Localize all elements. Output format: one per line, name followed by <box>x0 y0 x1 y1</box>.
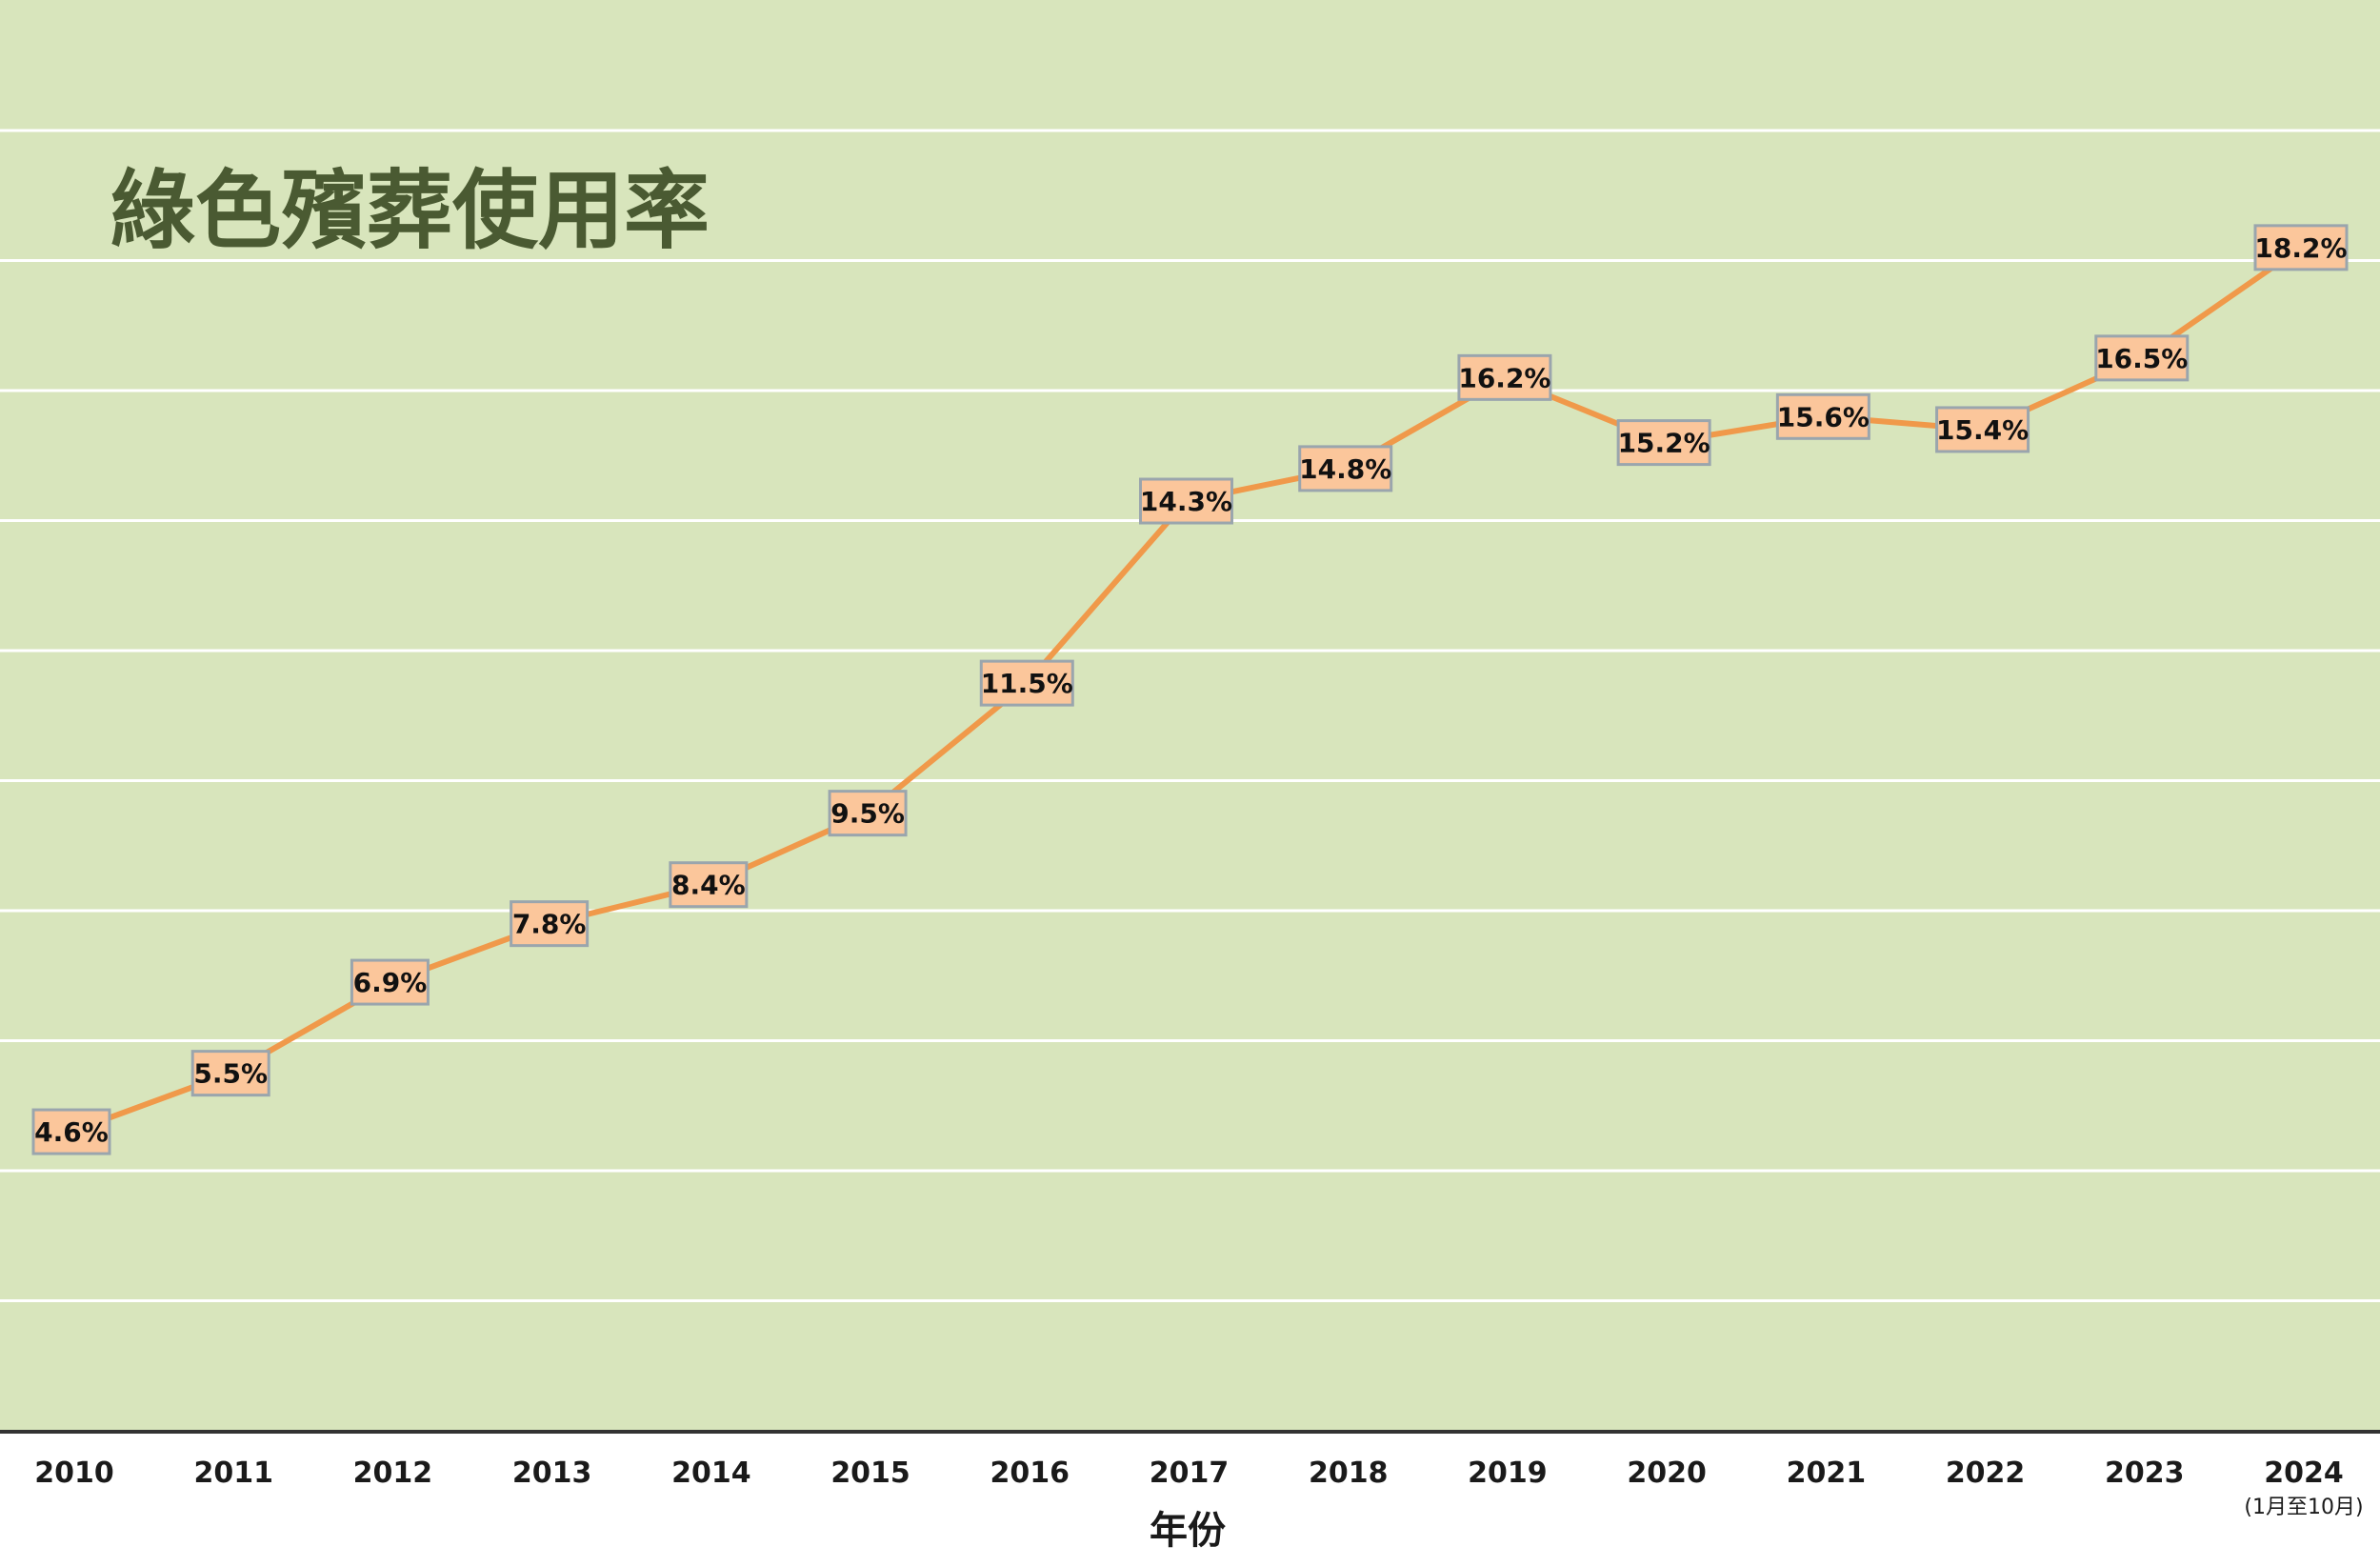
data-label-box <box>190 1050 270 1097</box>
chart-title: 綠色殯葬使用率 <box>110 161 710 261</box>
x-tick-label: 2024 <box>2264 1457 2344 1490</box>
x-tick-label: 2017 <box>1150 1457 1230 1490</box>
data-label-box <box>2253 224 2349 271</box>
data-label-box <box>1775 392 1870 440</box>
data-label: 8.4% <box>671 870 746 901</box>
x-tick-label: 2021 <box>1787 1457 1867 1490</box>
x-tick-label: 2013 <box>512 1457 592 1490</box>
data-label-box <box>1935 406 2030 453</box>
data-label-box <box>1139 477 1233 525</box>
data-label-box <box>1457 353 1552 401</box>
series-layer: 4.6% 5.5% 6.9% 7.8% 8.4% 9.5% 11.5% 14.3% 14.8% 1… <box>31 224 2349 1155</box>
data-label: 5.5% <box>193 1058 268 1090</box>
data-label: 15.4% <box>1936 414 2029 446</box>
gridlines <box>0 129 2380 1302</box>
data-label: 11.5% <box>981 668 1073 699</box>
x-tick-note: (1月至10月) <box>2244 1496 2363 1519</box>
x-tick-label: 2023 <box>2105 1457 2185 1490</box>
x-tick-label: 2010 <box>34 1457 114 1490</box>
data-label-box <box>350 958 430 1006</box>
x-tick-label: 2015 <box>830 1457 910 1490</box>
data-label-box <box>828 790 908 837</box>
data-label: 6.9% <box>353 967 428 998</box>
data-label-box <box>1616 419 1711 467</box>
data-label: 14.3% <box>1140 486 1232 517</box>
data-label: 15.2% <box>1618 428 1710 459</box>
x-axis-title: 年份 <box>1150 1509 1226 1553</box>
x-tick-label: 2012 <box>353 1457 433 1490</box>
x-tick-label: 2016 <box>990 1457 1070 1490</box>
data-label-box <box>2094 334 2190 382</box>
x-tick-label: 2018 <box>1309 1457 1389 1490</box>
x-tick-label: 2019 <box>1468 1457 1548 1490</box>
x-tick-labels: 2010 2011 2012 2013 2014 2015 2016 2017 2018 2019… <box>34 1457 2363 1519</box>
x-tick-label: 2014 <box>671 1457 751 1490</box>
plot-background <box>0 0 2380 1431</box>
data-label: 7.8% <box>512 909 587 940</box>
x-tick-label: 2020 <box>1627 1457 1707 1490</box>
data-label: 9.5% <box>830 798 905 830</box>
data-label-box <box>1298 445 1393 492</box>
data-label: 18.2% <box>2254 232 2347 264</box>
data-label-box <box>31 1108 111 1155</box>
data-label-box <box>979 659 1074 707</box>
data-label: 16.2% <box>1458 362 1550 393</box>
data-label: 4.6% <box>34 1116 109 1148</box>
data-label-box <box>669 861 749 909</box>
x-tick-label: 2011 <box>193 1457 273 1490</box>
data-label-box <box>510 900 590 948</box>
data-label: 14.8% <box>1299 453 1391 485</box>
data-label: 16.5% <box>2095 343 2188 374</box>
data-label: 15.6% <box>1777 401 1870 432</box>
x-tick-label: 2022 <box>1946 1457 2026 1490</box>
